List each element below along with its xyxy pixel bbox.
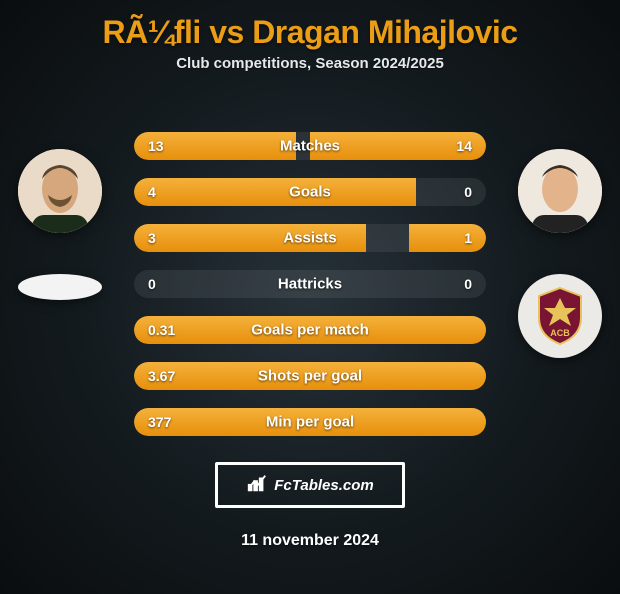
stat-value-left: 0 xyxy=(148,276,156,292)
stat-fill-left xyxy=(134,178,416,206)
stat-label: Assists xyxy=(283,230,336,247)
page-subtitle: Club competitions, Season 2024/2025 xyxy=(0,55,620,72)
chart-icon xyxy=(246,472,268,498)
stat-label: Goals xyxy=(289,184,331,201)
stat-value-right: 0 xyxy=(464,276,472,292)
stat-label: Min per goal xyxy=(266,414,354,431)
svg-text:ACB: ACB xyxy=(550,328,570,338)
stat-value-right: 1 xyxy=(464,230,472,246)
stat-bar: 4 Goals 0 xyxy=(134,178,486,206)
stat-value-left: 3.67 xyxy=(148,368,175,384)
player-right-avatar xyxy=(518,149,602,233)
club-left-badge xyxy=(18,274,102,300)
stat-value-left: 4 xyxy=(148,184,156,200)
stat-value-right: 14 xyxy=(456,138,472,154)
player-left-avatar xyxy=(18,149,102,233)
page-title: RÃ¼fli vs Dragan Mihajlovic xyxy=(0,14,620,51)
stat-label: Goals per match xyxy=(251,322,369,339)
stat-bar: 3 Assists 1 xyxy=(134,224,486,252)
stat-bar: 3.67 Shots per goal xyxy=(134,362,486,390)
stat-value-left: 377 xyxy=(148,414,171,430)
club-right-badge: ACB xyxy=(518,274,602,358)
stat-bar: 13 Matches 14 xyxy=(134,132,486,160)
stat-value-left: 13 xyxy=(148,138,164,154)
stat-bar: 377 Min per goal xyxy=(134,408,486,436)
stat-bar: 0 Hattricks 0 xyxy=(134,270,486,298)
stat-fill-right xyxy=(409,224,486,252)
stat-label: Hattricks xyxy=(278,276,342,293)
stat-value-left: 0.31 xyxy=(148,322,175,338)
stat-bar: 0.31 Goals per match xyxy=(134,316,486,344)
site-badge-text: FcTables.com xyxy=(274,477,373,494)
date-text: 11 november 2024 xyxy=(0,532,620,550)
stat-label: Shots per goal xyxy=(258,368,362,385)
stats-bars: 13 Matches 14 4 Goals 0 3 Assists 1 0 Hattricks 0 0.… xyxy=(134,132,486,436)
stat-value-right: 0 xyxy=(464,184,472,200)
site-badge[interactable]: FcTables.com xyxy=(215,462,405,508)
stat-label: Matches xyxy=(280,138,340,155)
stat-value-left: 3 xyxy=(148,230,156,246)
